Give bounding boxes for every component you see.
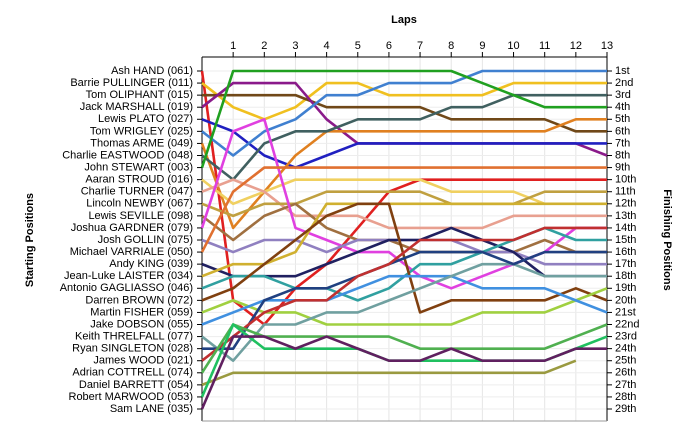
legend-label: John STEWART (003) xyxy=(84,161,193,173)
x-tick-label: 1 xyxy=(230,40,236,52)
y2-tick-label: 13th xyxy=(615,210,636,222)
y2-tick-label: 24th xyxy=(615,343,636,355)
series-line xyxy=(202,93,607,133)
series-line xyxy=(201,202,607,254)
series-line xyxy=(201,178,546,206)
y2-tick-label: 19th xyxy=(615,282,636,294)
series-line xyxy=(201,178,607,230)
legend-label: Tom WRIGLEY (025) xyxy=(90,125,193,137)
series-line xyxy=(200,166,607,253)
legend-label: Barrie PULLINGER (011) xyxy=(70,77,193,89)
x-tick-label: 11 xyxy=(539,40,550,52)
legend-label: Daniel BARRETT (054) xyxy=(79,379,193,391)
y2-tick-label: 16th xyxy=(615,246,636,258)
series-line xyxy=(200,70,607,326)
y2-tick-label: 27th xyxy=(615,379,636,391)
y2-tick-label: 11th xyxy=(615,186,636,198)
series-line xyxy=(201,226,607,362)
y2-tick-label: 10th xyxy=(615,174,636,186)
y2-tick-label: 21st xyxy=(615,306,636,318)
legend-label: Robert MARWOOD (053) xyxy=(69,391,194,403)
x-tick-label: 5 xyxy=(355,40,361,52)
y2-tick-label: 7th xyxy=(615,137,630,149)
y2-tick-label: 2nd xyxy=(615,77,633,89)
x-tick-label: 9 xyxy=(479,40,485,52)
legend-label: Ash HAND (061) xyxy=(111,65,193,77)
y2-tick-label: 1st xyxy=(615,65,630,77)
series-line xyxy=(200,323,608,374)
legend-label: Aaran STROUD (016) xyxy=(85,174,193,186)
legend-label: Joshua GARDNER (079) xyxy=(71,222,193,234)
series-line xyxy=(201,262,607,363)
legend-label: Sam LANE (035) xyxy=(110,403,193,415)
x-tick-label: 10 xyxy=(507,40,519,52)
y2-tick-label: 14th xyxy=(615,222,636,234)
legend-label: Thomas ARME (049) xyxy=(90,137,193,149)
series-line xyxy=(201,287,608,326)
series-line xyxy=(200,335,607,410)
legend-label: Lewis SEVILLE (098) xyxy=(88,210,193,222)
legend-label: Jean-Luke LAISTER (034) xyxy=(64,270,193,282)
legend-label: Charlie TURNER (047) xyxy=(81,186,193,198)
legend-label: Martin FISHER (059) xyxy=(90,306,193,318)
y2-tick-label: 26th xyxy=(615,367,636,379)
x-tick-label: 6 xyxy=(386,40,392,52)
x-tick-label: 13 xyxy=(601,40,613,52)
x-tick-label: 12 xyxy=(570,40,582,52)
y2-tick-label: 17th xyxy=(615,258,636,270)
series-line xyxy=(201,69,607,157)
y2-tick-label: 3rd xyxy=(615,89,631,101)
legend-label: Lewis PLATO (027) xyxy=(98,113,193,125)
series-line xyxy=(200,117,607,230)
chart-title: Laps xyxy=(391,14,417,26)
legend-label: Ryan SINGLETON (028) xyxy=(72,343,193,355)
legend-label: Charlie EASTWOOD (048) xyxy=(62,149,193,161)
legend-label: Keith THRELFALL (077) xyxy=(75,330,193,342)
legend-label: Adrian COTTRELL (074) xyxy=(72,367,193,379)
series-line xyxy=(201,202,607,278)
y2-tick-label: 22nd xyxy=(615,318,639,330)
y2-tick-label: 5th xyxy=(615,113,630,125)
y2-tick-label: 12th xyxy=(615,198,636,210)
series-line xyxy=(201,274,608,326)
y2-axis-title: Finishing Positions xyxy=(661,189,673,290)
y2-tick-label: 6th xyxy=(615,125,630,137)
x-tick-label: 8 xyxy=(448,40,454,52)
legend-label: Jake DOBSON (055) xyxy=(90,318,193,330)
x-tick-label: 4 xyxy=(324,40,330,52)
y2-tick-label: 29th xyxy=(615,403,636,415)
legend-label: Tom OLIPHANT (015) xyxy=(86,89,193,101)
legend-label: Lincoln NEWBY (067) xyxy=(86,198,193,210)
legend-label: James WOOD (021) xyxy=(93,355,193,367)
y2-tick-label: 9th xyxy=(615,161,630,173)
series-line xyxy=(201,359,577,387)
legend-label: Jack MARSHALL (019) xyxy=(80,101,193,113)
y-axis-title: Starting Positions xyxy=(24,193,36,287)
y2-tick-label: 20th xyxy=(615,294,636,306)
y2-tick-label: 23rd xyxy=(615,330,637,342)
legend-label: Josh GOLLIN (075) xyxy=(98,234,193,246)
legend-label: Antonio GAGLIASSO (046) xyxy=(60,282,193,294)
series-line xyxy=(201,190,607,218)
y2-tick-label: 8th xyxy=(615,149,630,161)
x-tick-label: 7 xyxy=(417,40,423,52)
series-line xyxy=(202,250,607,350)
y2-tick-label: 15th xyxy=(615,234,636,246)
y2-tick-label: 18th xyxy=(615,270,636,282)
series-line xyxy=(201,118,607,169)
series-line xyxy=(200,69,607,168)
x-tick-label: 2 xyxy=(261,40,267,52)
legend-label: Andy KING (039) xyxy=(109,258,193,270)
series-line xyxy=(201,226,607,278)
series-line xyxy=(201,81,607,121)
y2-tick-label: 4th xyxy=(615,101,630,113)
x-tick-label: 3 xyxy=(292,40,298,52)
legend-label: Darren BROWN (072) xyxy=(85,294,193,306)
legend-label: Michael VARRIALE (050) xyxy=(70,246,193,258)
y2-tick-label: 28th xyxy=(615,391,636,403)
y2-tick-label: 25th xyxy=(615,355,636,367)
